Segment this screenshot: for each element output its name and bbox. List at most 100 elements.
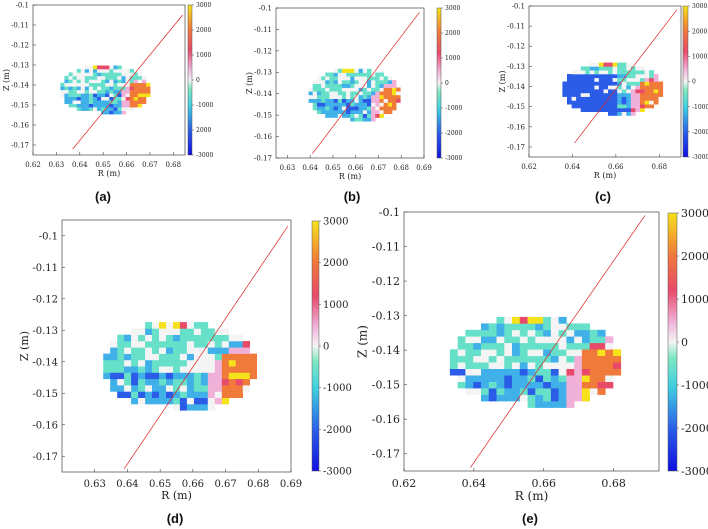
heatmap-cell: [137, 86, 143, 91]
heatmap-cell: [653, 96, 659, 101]
heatmap-cell: [358, 68, 364, 73]
heatmap-cell: [159, 359, 167, 367]
heatmap-cell: [594, 104, 600, 109]
heatmap-cell: [597, 388, 606, 395]
heatmap-cell: [84, 82, 90, 87]
heatmap-cell: [465, 381, 474, 389]
heatmap-cell: [76, 79, 82, 84]
heatmap-cell: [465, 388, 474, 395]
heatmap-cell: [612, 70, 618, 75]
heatmap-cell: [113, 68, 118, 73]
heatmap-cell: [72, 93, 77, 97]
heatmap-cell: [76, 86, 82, 91]
colorbar-tick-label: 2000: [681, 250, 708, 263]
heatmap-cell: [605, 368, 614, 376]
heatmap-cell: [72, 75, 77, 80]
colorbar-c: [682, 5, 689, 158]
heatmap-cell: [129, 93, 135, 97]
heatmap-cell: [640, 66, 645, 71]
heatmap-cell: [93, 79, 98, 84]
heatmap-cell: [473, 388, 482, 395]
heatmap-cell: [512, 368, 521, 376]
heatmap-cell: [362, 98, 368, 103]
heatmap-cell: [589, 362, 598, 369]
heatmap-cell: [626, 74, 632, 79]
heatmap-cell: [608, 96, 613, 101]
y-axis-label: Z (m): [356, 325, 370, 358]
heatmap-cell: [392, 95, 397, 99]
heatmap-cell: [333, 83, 339, 88]
heatmap-cell: [379, 113, 384, 118]
heatmap-cell: [186, 378, 195, 386]
heatmap-cell: [481, 362, 490, 369]
heatmap-cell: [97, 96, 102, 101]
heatmap-cell: [145, 334, 153, 342]
heatmap-cell: [527, 401, 536, 408]
colorbar-e: [667, 212, 678, 472]
heatmap-cell: [605, 362, 614, 369]
heatmap-cell: [621, 74, 627, 79]
heatmap-cell: [566, 388, 575, 395]
heatmap-cell: [362, 87, 368, 92]
heatmap-cell: [105, 100, 110, 104]
colorbar-tick-label: 0: [692, 79, 696, 86]
heatmap-cell: [125, 89, 130, 94]
y-tick-label: -0.1: [259, 4, 273, 12]
heatmap-cell: [159, 378, 167, 386]
heatmap-cell: [594, 77, 600, 82]
heatmap-cell: [207, 366, 216, 373]
heatmap-cell: [580, 100, 586, 105]
heatmap-cell: [68, 86, 73, 91]
heatmap-cell: [598, 81, 604, 86]
heatmap-cell: [457, 375, 466, 382]
heatmap-cell: [567, 85, 572, 90]
heatmap-cell: [103, 366, 111, 373]
heatmap-cell: [159, 341, 167, 348]
heatmap-cell: [550, 329, 559, 337]
heatmap-cell: [173, 359, 181, 367]
heatmap-cell: [621, 89, 627, 94]
heatmap-cell: [159, 353, 167, 361]
heatmap-cell: [117, 103, 122, 108]
heatmap-cell: [341, 106, 347, 111]
heatmap-cell: [581, 355, 590, 363]
y-tick-label: -0.12: [11, 41, 29, 49]
heatmap-cell: [109, 75, 114, 80]
heatmap-cell: [337, 91, 343, 96]
heatmap-cell: [598, 89, 604, 94]
y-tick-label: -0.15: [507, 103, 525, 111]
heatmap-cell: [496, 368, 505, 376]
heatmap-cell: [193, 328, 202, 335]
heatmap-cell: [580, 85, 586, 90]
heatmap-cell: [571, 77, 577, 82]
heatmap-cell: [242, 372, 250, 380]
heatmap-cell: [97, 68, 102, 73]
colorbar-tick-label: 1000: [681, 293, 708, 306]
heatmap-cell: [558, 388, 567, 395]
heatmap-cell: [585, 107, 591, 112]
heatmap-cell: [496, 362, 505, 369]
y-axis-label: Z (m): [18, 331, 31, 361]
heatmap-cell: [612, 107, 618, 112]
panel-label-a: (a): [95, 189, 111, 204]
heatmap-cell: [392, 80, 397, 84]
heatmap-cell: [221, 353, 230, 361]
heatmap-cell: [473, 355, 482, 363]
heatmap-cell: [179, 359, 188, 367]
heatmap-cell: [325, 113, 330, 118]
heatmap-cell: [626, 62, 632, 67]
heatmap-cell: [117, 334, 125, 342]
heatmap-cell: [649, 100, 654, 105]
heatmap-cell: [200, 334, 209, 342]
x-tick-label: 0.64: [302, 164, 318, 172]
heatmap-cell: [125, 79, 130, 84]
heatmap-cell: [571, 70, 577, 75]
heatmap-cell: [105, 82, 110, 87]
heatmap-cell: [80, 107, 86, 111]
y-tick-label: -0.17: [507, 143, 525, 151]
heatmap-cell: [504, 316, 513, 324]
heatmap-cell: [121, 86, 126, 91]
heatmap-cell: [72, 86, 77, 91]
separatrix-line-b: [312, 12, 420, 154]
heatmap-cell: [325, 83, 330, 88]
